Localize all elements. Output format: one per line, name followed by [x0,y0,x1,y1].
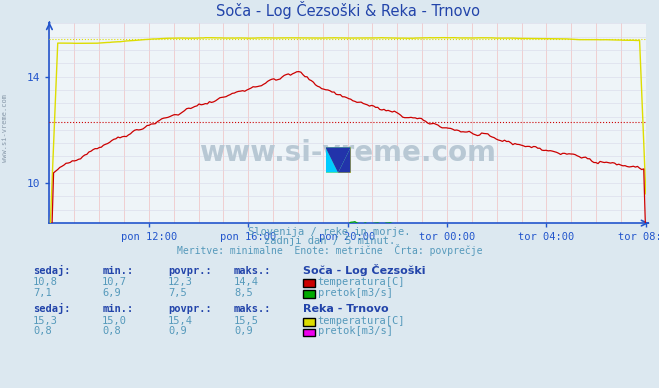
Polygon shape [338,147,351,173]
Text: temperatura[C]: temperatura[C] [318,277,405,287]
Text: 10,8: 10,8 [33,277,58,287]
Text: Slovenija / reke in morje.: Slovenija / reke in morje. [248,227,411,237]
Text: 0,9: 0,9 [168,326,186,336]
FancyBboxPatch shape [326,147,351,173]
Text: 6,9: 6,9 [102,288,121,298]
Text: sedaj:: sedaj: [33,265,71,275]
Text: 0,8: 0,8 [33,326,51,336]
Text: 15,4: 15,4 [168,316,193,326]
Text: min.:: min.: [102,304,133,314]
Text: maks.:: maks.: [234,304,272,314]
Text: Meritve: minimalne  Enote: metrične  Črta: povprečje: Meritve: minimalne Enote: metrične Črta:… [177,244,482,256]
Polygon shape [326,147,351,173]
Text: maks.:: maks.: [234,265,272,275]
Title: Soča - Log Čezsoški & Reka - Trnovo: Soča - Log Čezsoški & Reka - Trnovo [215,1,480,19]
Text: povpr.:: povpr.: [168,304,212,314]
Text: 0,8: 0,8 [102,326,121,336]
Text: 0,9: 0,9 [234,326,252,336]
Text: pretok[m3/s]: pretok[m3/s] [318,326,393,336]
Text: 10,7: 10,7 [102,277,127,287]
Text: 12,3: 12,3 [168,277,193,287]
Text: 15,5: 15,5 [234,316,259,326]
Text: povpr.:: povpr.: [168,265,212,275]
Polygon shape [326,147,351,173]
Text: sedaj:: sedaj: [33,303,71,314]
Text: temperatura[C]: temperatura[C] [318,316,405,326]
Text: zadnji dan / 5 minut.: zadnji dan / 5 minut. [264,236,395,246]
Text: Soča - Log Čezsoški: Soča - Log Čezsoški [303,263,426,275]
Polygon shape [326,147,338,173]
Text: pretok[m3/s]: pretok[m3/s] [318,288,393,298]
Text: 15,3: 15,3 [33,316,58,326]
Text: www.si-vreme.com: www.si-vreme.com [199,139,496,167]
Text: 8,5: 8,5 [234,288,252,298]
Text: 7,1: 7,1 [33,288,51,298]
Text: 15,0: 15,0 [102,316,127,326]
Text: 7,5: 7,5 [168,288,186,298]
Text: 14,4: 14,4 [234,277,259,287]
Text: www.si-vreme.com: www.si-vreme.com [2,94,9,162]
Text: min.:: min.: [102,265,133,275]
Text: Reka - Trnovo: Reka - Trnovo [303,304,389,314]
